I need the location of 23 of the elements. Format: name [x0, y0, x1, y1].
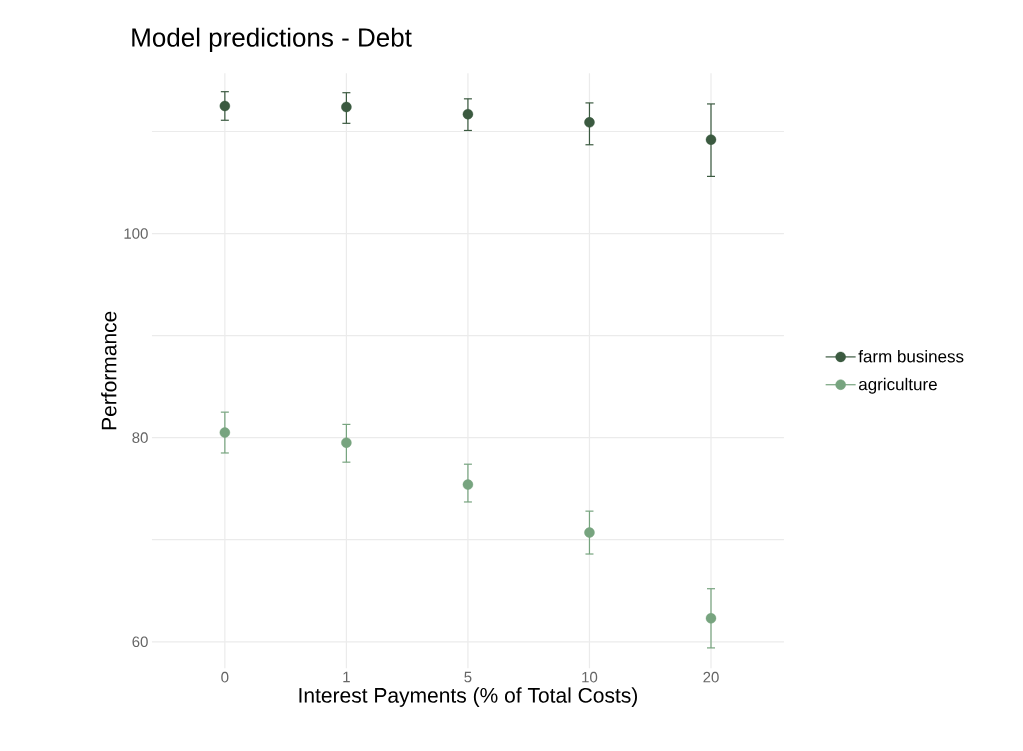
point	[219, 100, 231, 112]
y-tick-label: 60	[132, 636, 148, 648]
point	[462, 108, 474, 120]
x-tick-label: 10	[582, 671, 598, 683]
point	[584, 117, 595, 128]
y-tick-label: 80	[132, 432, 148, 443]
point	[705, 613, 717, 624]
point	[341, 437, 352, 448]
legend-label: agriculture	[858, 377, 937, 394]
point	[462, 479, 474, 490]
point	[341, 101, 352, 113]
x-tick-label: 20	[703, 671, 719, 683]
y-tick-label: 100	[124, 228, 148, 239]
chart-title: Model predictions - Debt	[132, 27, 412, 52]
point	[219, 427, 231, 438]
x-axis-title: Interest Payments (% of Total Costs)	[299, 687, 637, 707]
point	[584, 527, 595, 538]
x-tick-label: 0	[221, 671, 229, 683]
point	[705, 134, 717, 145]
legend-label: farm business	[858, 350, 964, 363]
x-tick-label: 1	[343, 671, 350, 683]
y-axis-title: Performance	[101, 311, 117, 430]
x-tick-label: 5	[464, 671, 472, 683]
